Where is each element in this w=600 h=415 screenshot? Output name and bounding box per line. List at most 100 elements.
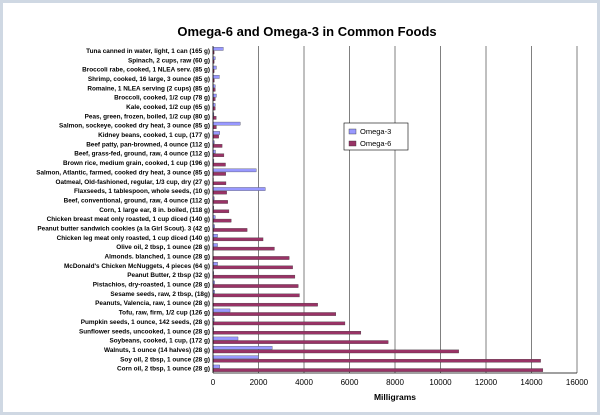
x-tick-label: 16000 — [566, 378, 589, 387]
category-label: Beef, conventional, ground, raw, 4 ounce… — [64, 197, 210, 204]
bar-omega-6 — [212, 331, 362, 335]
bar-omega-6 — [212, 200, 228, 204]
bar-omega-6 — [212, 237, 264, 242]
bars — [212, 47, 544, 372]
bar-omega-6 — [212, 209, 230, 214]
category-label: Beef, grass-fed, ground, raw, 4 ounce (1… — [74, 151, 210, 158]
category-label: Brown rice, medium grain, cooked, 1 cup … — [63, 160, 210, 167]
category-label: Chicken breast meat only roasted, 1 cup … — [47, 216, 210, 223]
category-label: Broccoli, cooked, 1/2 cup (78 g) — [114, 95, 210, 102]
bar-omega-6 — [212, 256, 290, 260]
bar-omega-3 — [212, 168, 257, 173]
x-tick-label: 4000 — [295, 378, 313, 387]
bar-omega-6 — [212, 312, 336, 316]
x-tick-label: 8000 — [386, 378, 404, 387]
category-label: Olive oil, 2 tbsp, 1 ounce (28 g) — [116, 244, 210, 251]
bar-omega-6 — [212, 246, 275, 251]
bar-omega-3 — [212, 243, 218, 247]
category-label: Kale, cooked, 1/2 cup (65 g) — [126, 104, 210, 111]
category-labels: Tuna canned in water, light, 1 can (165 … — [36, 48, 210, 373]
bar-omega-6 — [212, 162, 226, 167]
x-tick-label: 0 — [211, 378, 216, 387]
bar-omega-6 — [212, 181, 227, 185]
category-label: Peanuts, Valencia, raw, 1 ounce (28 g) — [95, 300, 210, 307]
bar-omega-6 — [212, 293, 300, 298]
x-tick-label: 12000 — [475, 378, 498, 387]
category-label: Pistachios, dry-roasted, 1 ounce (28 g) — [93, 282, 210, 289]
bar-omega-3 — [212, 47, 224, 51]
bar-omega-6 — [212, 153, 225, 157]
category-label: Salmon, sockeye, cooked dry heat, 3 ounc… — [59, 123, 210, 130]
category-label: Broccoli rabe, cooked, 1 NLEA serv. (85 … — [82, 67, 210, 74]
bar-omega-6 — [212, 172, 226, 176]
bar-omega-6 — [212, 349, 459, 354]
category-label: Soybeans, cooked, 1 cup, (172 g) — [109, 338, 210, 345]
bar-omega-6 — [212, 274, 296, 279]
category-label: Tofu, raw, firm, 1/2 cup (126 g) — [119, 310, 210, 317]
category-label: Walnuts, 1 ounce (14 halves) (28 g) — [104, 347, 210, 354]
bar-omega-3 — [212, 131, 220, 135]
bar-omega-6 — [212, 134, 219, 139]
bar-omega-6 — [212, 218, 232, 223]
x-tick-label: 2000 — [250, 378, 268, 387]
legend-label: Omega-6 — [360, 139, 391, 148]
x-tick-labels: 0 2000 4000 6000 8000 10000 12000 14000 16000 — [211, 378, 589, 387]
bar-omega-6 — [212, 284, 299, 288]
x-axis-label: Milligrams — [374, 392, 416, 402]
bar-omega-6 — [212, 190, 227, 195]
x-tick-label: 6000 — [341, 378, 359, 387]
bar-omega-3 — [212, 364, 220, 369]
gridlines — [258, 46, 578, 373]
bar-omega-3 — [212, 187, 266, 191]
category-label: Peanut Butter, 2 tbsp (32 g) — [127, 272, 210, 279]
bar-omega-3 — [212, 262, 218, 266]
category-label: Beef patty, pan-browned, 4 ounce (112 g) — [86, 141, 210, 148]
category-label: Peas, green, frozen, boiled, 1/2 cup (80… — [85, 113, 210, 120]
category-label: Soy oil, 2 tbsp, 1 ounce (28 g) — [120, 356, 210, 363]
category-label: McDonald's Chicken McNuggets, 4 pieces (… — [64, 263, 210, 270]
x-tick-label: 10000 — [429, 378, 452, 387]
bar-omega-3 — [212, 93, 217, 98]
bar-omega-6 — [212, 302, 318, 307]
category-label: Sesame seeds, raw, 2 tbsp, (18g) — [110, 291, 210, 298]
category-label: Peanut butter sandwich cookies (a la Gir… — [37, 225, 210, 232]
category-label: Chicken leg meat only roasted, 1 cup dic… — [57, 235, 210, 242]
bar-omega-6 — [212, 125, 217, 129]
category-label: Oatmeal, Old-fashioned, regular, 1/3 cup… — [56, 179, 210, 186]
category-label: Spinach, 2 cups, raw (60 g) — [128, 57, 210, 64]
bar-omega-6 — [212, 340, 389, 344]
bar-omega-3 — [212, 121, 241, 126]
legend-label: Omega-3 — [360, 127, 391, 136]
chart-title: Omega-6 and Omega-3 in Common Foods — [177, 24, 436, 39]
category-label: Flaxseeds, 1 tablespoon, whole seeds, (1… — [74, 188, 210, 195]
bar-omega-3 — [212, 75, 220, 79]
category-label: Shrimp, cooked, 16 large, 3 ounce (85 g) — [88, 76, 210, 83]
bar-omega-6 — [212, 228, 248, 232]
x-tick-label: 14000 — [520, 378, 543, 387]
bar-omega-6 — [212, 144, 223, 148]
category-label: Almonds. blanched, 1 ounce (28 g) — [105, 254, 210, 261]
category-label: Pumpkin seeds, 1 ounce, 142 seeds, (28 g… — [81, 319, 210, 326]
legend: Omega-3 Omega-6 — [343, 122, 409, 151]
bar-omega-6 — [212, 368, 544, 372]
bar-omega-3 — [212, 336, 239, 341]
bar-omega-3 — [212, 65, 217, 70]
category-label: Corn, 1 large ear, 8 in. boiled, (118 g) — [99, 207, 210, 214]
category-label: Corn oil, 2 tbsp, 1 ounce (28 g) — [117, 366, 210, 373]
legend-swatch — [348, 128, 357, 135]
category-label: Tuna canned in water, light, 1 can (165 … — [86, 48, 210, 55]
category-label: Sunflower seeds, uncooked, 1 ounce (28 g… — [79, 328, 210, 335]
bar-omega-6 — [212, 321, 346, 326]
bar-omega-6 — [212, 116, 217, 120]
legend-swatch — [348, 140, 357, 147]
bar-omega-3 — [212, 346, 273, 350]
bar-omega-6 — [212, 265, 293, 270]
category-label: Salmon, Atlantic, farmed, cooked dry hea… — [36, 169, 210, 176]
bar-omega-3 — [212, 355, 259, 359]
bar-omega-3 — [212, 308, 231, 313]
category-label: Kidney beans, cooked, 1 cup, (177 g) — [98, 132, 210, 139]
bar-omega-3 — [212, 234, 218, 238]
category-label: Romaine, 1 NLEA serving (2 cups) (85 g) — [87, 85, 210, 92]
